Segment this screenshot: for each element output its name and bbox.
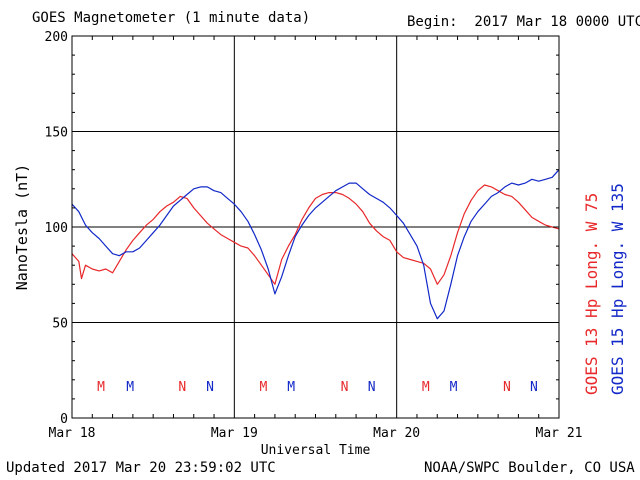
grid-lines: [72, 36, 559, 418]
axes: 0 50 100 150 200 Mar 18 Mar 19 Mar 20 Mar 21 Univ…: [13, 30, 582, 458]
marker-n: N: [341, 380, 349, 395]
x-tick-label: Mar 18: [49, 426, 96, 441]
y-tick-label: 150: [45, 126, 68, 141]
y-tick-label: 100: [45, 221, 68, 236]
begin-label: Begin: 2017 Mar 18 0000 UTC: [407, 14, 640, 30]
marker-n: N: [368, 380, 376, 395]
updated-label: Updated 2017 Mar 20 23:59:02 UTC: [6, 460, 276, 476]
marker-m: M: [287, 380, 295, 395]
y-tick-label: 50: [52, 317, 68, 332]
marker-m: M: [450, 380, 458, 395]
y-tick-label: 0: [60, 412, 68, 427]
x-axis-label: Universal Time: [261, 443, 371, 458]
marker-n: N: [178, 380, 186, 395]
legend-entry: GOES 15 Hp Long. W 135: [608, 183, 627, 395]
marker-n: N: [530, 380, 538, 395]
marker-n: N: [206, 380, 214, 395]
source-label: NOAA/SWPC Boulder, CO USA: [424, 460, 635, 476]
legend: GOES 13 Hp Long. W 75 GOES 15 Hp Long. W …: [582, 183, 627, 395]
marker-m: M: [126, 380, 134, 395]
x-tick-label: Mar 19: [211, 426, 258, 441]
series-lines: [71, 169, 560, 320]
x-tick-label: Mar 21: [536, 426, 583, 441]
series-line-goes13: [71, 184, 560, 285]
marker-m: M: [422, 380, 430, 395]
marker-m: M: [260, 380, 268, 395]
series-line-goes15: [71, 169, 560, 320]
marker-n: N: [503, 380, 511, 395]
marker-m: M: [97, 380, 105, 395]
x-tick-label: Mar 20: [373, 426, 420, 441]
y-axis-label: NanoTesla (nT): [13, 164, 31, 290]
chart-title: GOES Magnetometer (1 minute data): [32, 10, 311, 26]
y-tick-label: 200: [45, 30, 68, 45]
legend-entry: GOES 13 Hp Long. W 75: [582, 193, 601, 395]
